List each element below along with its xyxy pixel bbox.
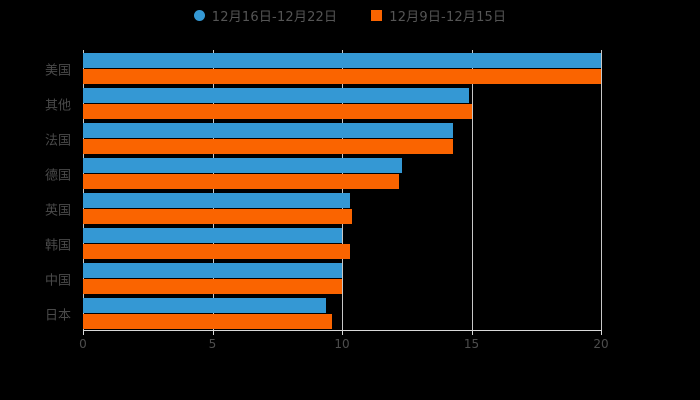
gridline: [212, 50, 214, 330]
bar[interactable]: [83, 139, 454, 154]
bar[interactable]: [83, 263, 342, 278]
x-tick-mark: [83, 330, 84, 335]
bar[interactable]: [83, 158, 402, 173]
bar-group: 美国: [45, 53, 601, 84]
x-tick-label: 5: [208, 337, 217, 351]
bar-group: 韩国: [45, 228, 601, 259]
legend-square-icon: [371, 10, 383, 21]
bar-group: 英国: [45, 193, 601, 224]
category-label: 日本: [44, 308, 71, 323]
bar[interactable]: [83, 244, 350, 259]
bar-group: 法国: [45, 123, 601, 154]
gridline: [83, 50, 84, 330]
bar[interactable]: [83, 53, 601, 68]
gridline: [601, 50, 602, 330]
gridline: [342, 50, 343, 330]
bar[interactable]: [83, 314, 332, 329]
x-tick-label: 15: [463, 337, 480, 351]
x-tick-label: 20: [593, 337, 609, 351]
bar-group: 其他: [45, 88, 601, 119]
legend-item[interactable]: 12月9日-12月15日: [371, 6, 506, 25]
bar-group: 中国: [45, 263, 601, 294]
bar[interactable]: [83, 228, 342, 243]
bar[interactable]: [83, 69, 601, 84]
x-tick-mark: [342, 330, 343, 335]
bar[interactable]: [83, 174, 399, 189]
legend-circle-icon: [193, 10, 205, 21]
bar[interactable]: [83, 298, 327, 313]
x-tick-mark: [212, 330, 214, 335]
x-tick-mark: [471, 330, 473, 335]
category-label: 其他: [44, 98, 71, 113]
bar[interactable]: [83, 193, 350, 208]
gridline: [471, 50, 473, 330]
bar-group: 日本: [45, 298, 601, 329]
category-label: 中国: [44, 273, 71, 288]
bar[interactable]: [83, 88, 469, 103]
legend-item[interactable]: 12月16日-12月22日: [193, 6, 338, 25]
category-label: 法国: [44, 133, 71, 148]
bar-group: 德国: [45, 158, 601, 189]
bar[interactable]: [83, 104, 472, 119]
bar[interactable]: [83, 209, 353, 224]
x-tick-mark: [601, 330, 602, 335]
bar[interactable]: [83, 123, 454, 138]
plot-area: 美国其他法国德国英国韩国中国日本: [45, 50, 602, 330]
bar[interactable]: [83, 279, 342, 294]
legend-item-label: 12月9日-12月15日: [389, 10, 507, 25]
legend-item-label: 12月16日-12月22日: [211, 10, 338, 25]
x-tick-label: 0: [79, 337, 87, 351]
category-label: 英国: [44, 203, 71, 218]
category-label: 韩国: [44, 238, 71, 253]
x-tick-label: 10: [334, 337, 350, 351]
category-label: 美国: [44, 63, 71, 78]
chart-legend: 12月16日-12月22日 12月9日-12月15日: [0, 6, 700, 25]
category-label: 德国: [44, 168, 71, 183]
